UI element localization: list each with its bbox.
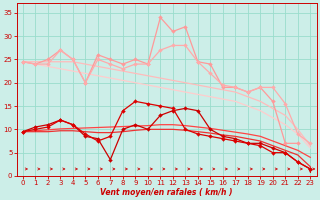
X-axis label: Vent moyen/en rafales ( km/h ): Vent moyen/en rafales ( km/h ) (100, 188, 233, 197)
